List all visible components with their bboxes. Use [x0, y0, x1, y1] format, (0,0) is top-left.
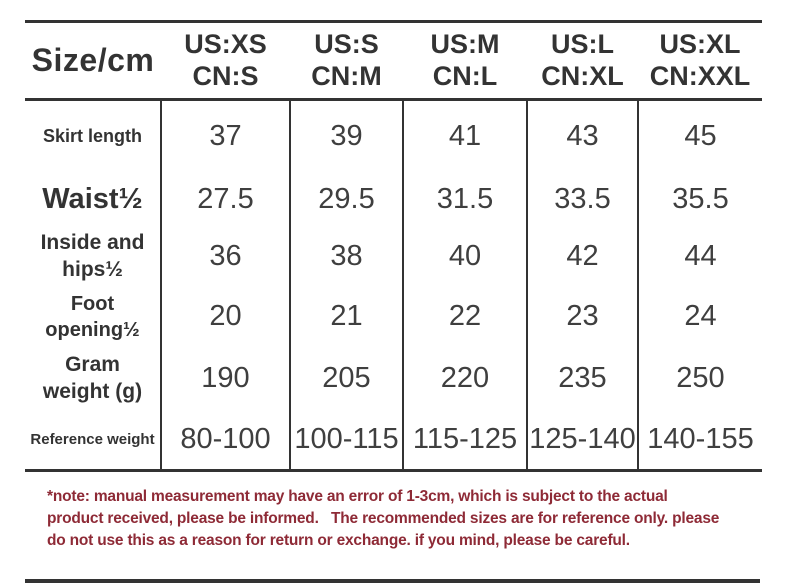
row-label: Gram weight (g) — [42, 353, 143, 403]
value-cell: 100-115 — [289, 409, 403, 471]
cn-size-label: CN:S — [192, 60, 259, 91]
header-cell-s: US:S CN:M — [290, 21, 403, 101]
cn-size-label: CN:XL — [541, 60, 624, 91]
header-cell-m: US:M CN:L — [403, 21, 527, 101]
us-size-label: US:XL — [659, 28, 741, 59]
header-cell-l: US:L CN:XL — [527, 21, 638, 101]
disclaimer-note: *note: manual measurement may have an er… — [47, 486, 790, 552]
value-cell: 35.5 — [637, 171, 762, 228]
value-cell: 140-155 — [637, 409, 762, 471]
row-label: Reference weight — [30, 430, 155, 448]
table-title: Size/cm — [25, 21, 161, 101]
table-row-skirt-length: Skirt length 37 39 41 43 45 — [25, 99, 762, 172]
value-cell: 27.5 — [160, 171, 290, 228]
value-cell: 220 — [402, 347, 527, 410]
header-row: Size/cm US:XS CN:S US:S CN:M US:M CN:L U… — [25, 21, 762, 101]
value-cell: 43 — [526, 99, 638, 172]
row-label: Waist½ — [42, 183, 143, 215]
value-cell: 20 — [160, 285, 290, 348]
value-cell: 22 — [402, 285, 527, 348]
us-size-label: US:XS — [184, 28, 267, 59]
value-cell: 36 — [160, 227, 290, 286]
us-size-label: US:L — [551, 28, 614, 59]
cn-size-label: CN:L — [432, 60, 498, 91]
note-line: do not use this as a reason for return o… — [47, 532, 630, 549]
value-cell: 41 — [402, 99, 527, 172]
cn-size-label: CN:XXL — [649, 60, 751, 91]
value-cell: 31.5 — [402, 171, 527, 228]
value-cell: 250 — [637, 347, 762, 410]
table-row-reference-weight: Reference weight 80-100 100-115 115-125 … — [25, 409, 762, 471]
value-cell: 205 — [289, 347, 403, 410]
value-cell: 115-125 — [402, 409, 527, 471]
value-cell: 38 — [289, 227, 403, 286]
us-size-label: US:S — [314, 28, 379, 59]
value-cell: 42 — [526, 227, 638, 286]
value-cell: 39 — [289, 99, 403, 172]
value-cell: 21 — [289, 285, 403, 348]
row-label: Inside and hips½ — [40, 231, 145, 281]
value-cell: 44 — [637, 227, 762, 286]
header-cell-xl: US:XL CN:XXL — [638, 21, 762, 101]
size-chart-page: Size/cm US:XS CN:S US:S CN:M US:M CN:L U… — [0, 20, 790, 584]
header-cell-xs: US:XS CN:S — [161, 21, 290, 101]
value-cell: 24 — [637, 285, 762, 348]
note-line: product received, please be informed. Th… — [47, 510, 720, 527]
value-cell: 235 — [526, 347, 638, 410]
cn-size-label: CN:M — [311, 60, 382, 91]
value-cell: 33.5 — [526, 171, 638, 228]
value-cell: 40 — [402, 227, 527, 286]
value-cell: 125-140 — [526, 409, 638, 471]
value-cell: 23 — [526, 285, 638, 348]
table-row-waist: Waist½ 27.5 29.5 31.5 33.5 35.5 — [25, 171, 762, 228]
value-cell: 29.5 — [289, 171, 403, 228]
value-cell: 190 — [160, 347, 290, 410]
value-cell: 80-100 — [160, 409, 290, 471]
row-label: Foot opening½ — [45, 292, 140, 341]
value-cell: 45 — [637, 99, 762, 172]
table-row-foot-opening: Foot opening½ 20 21 22 23 24 — [25, 285, 762, 348]
note-line: *note: manual measurement may have an er… — [47, 488, 668, 505]
table-row-gram-weight: Gram weight (g) 190 205 220 235 250 — [25, 347, 762, 410]
table-row-inside-hips: Inside and hips½ 36 38 40 42 44 — [25, 227, 762, 286]
row-label: Skirt length — [42, 125, 142, 146]
us-size-label: US:M — [430, 28, 500, 59]
size-chart-table: Size/cm US:XS CN:S US:S CN:M US:M CN:L U… — [25, 20, 762, 472]
bottom-divider-rule — [25, 579, 760, 583]
value-cell: 37 — [160, 99, 290, 172]
